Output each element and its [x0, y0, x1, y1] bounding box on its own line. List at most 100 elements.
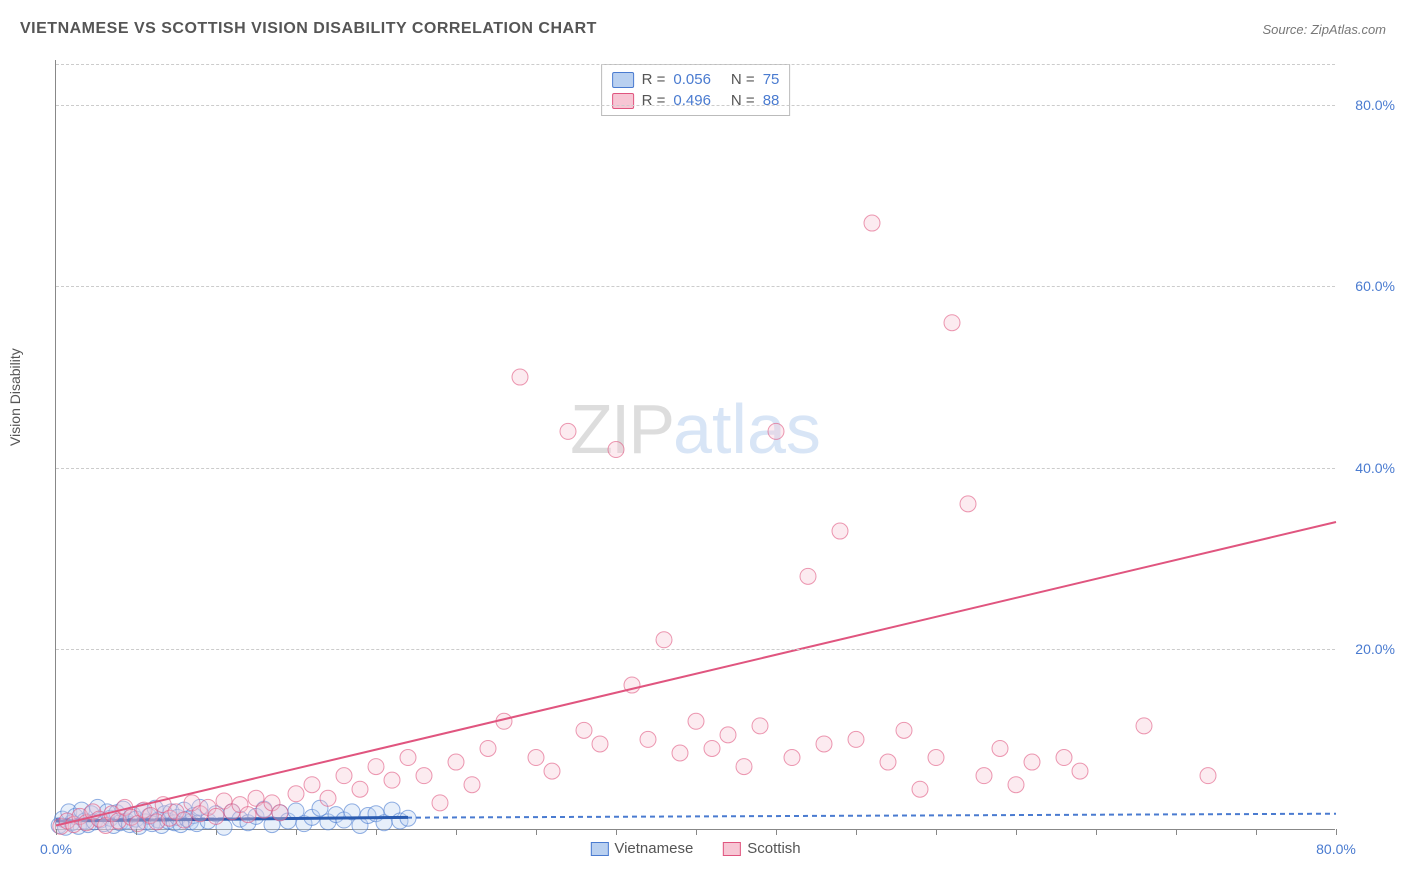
data-point	[752, 718, 768, 734]
xtick	[1176, 829, 1177, 835]
xtick	[856, 829, 857, 835]
data-point	[720, 727, 736, 743]
data-point	[1056, 750, 1072, 766]
data-point	[1008, 777, 1024, 793]
xtick	[1336, 829, 1337, 835]
data-point	[528, 750, 544, 766]
header: VIETNAMESE VS SCOTTISH VISION DISABILITY…	[20, 20, 1386, 38]
data-point	[768, 423, 784, 439]
gridline-h	[56, 649, 1335, 650]
data-point	[912, 781, 928, 797]
xtick	[536, 829, 537, 835]
xtick	[136, 829, 137, 835]
data-point	[288, 786, 304, 802]
trend-line	[56, 522, 1336, 825]
data-point	[832, 523, 848, 539]
gridline-h	[56, 64, 1335, 65]
legend-swatch	[612, 72, 634, 88]
xtick	[776, 829, 777, 835]
xtick	[296, 829, 297, 835]
legend-bottom-item: Vietnamese	[590, 840, 693, 857]
data-point	[480, 740, 496, 756]
xtick	[56, 829, 57, 835]
xtick	[616, 829, 617, 835]
data-point	[848, 731, 864, 747]
data-point	[368, 759, 384, 775]
data-point	[896, 722, 912, 738]
data-point	[640, 731, 656, 747]
legend-n-value: 88	[763, 92, 780, 109]
gridline-h	[56, 286, 1335, 287]
y-axis-label: Vision Disability	[7, 348, 23, 446]
legend-n-value: 75	[763, 71, 780, 88]
data-point	[608, 442, 624, 458]
data-point	[240, 807, 256, 823]
data-point	[320, 790, 336, 806]
data-point	[672, 745, 688, 761]
xtick	[376, 829, 377, 835]
data-point	[816, 736, 832, 752]
data-point	[704, 740, 720, 756]
data-point	[416, 768, 432, 784]
legend-n-label: N =	[731, 71, 755, 88]
plot-svg	[56, 60, 1335, 829]
data-point	[688, 713, 704, 729]
data-point	[1200, 768, 1216, 784]
legend-top: R = 0.056 N = 75 R = 0.496 N = 88	[601, 64, 791, 116]
xtick	[456, 829, 457, 835]
xtick	[1256, 829, 1257, 835]
chart-title: VIETNAMESE VS SCOTTISH VISION DISABILITY…	[20, 20, 597, 38]
xtick-label: 0.0%	[40, 841, 72, 857]
data-point	[944, 315, 960, 331]
legend-bottom: Vietnamese Scottish	[590, 840, 800, 857]
plot-area: ZIPatlas R = 0.056N = 75R = 0.496N = 88 …	[55, 60, 1335, 830]
legend-r-value: 0.056	[673, 71, 711, 88]
legend-r-value: 0.496	[673, 92, 711, 109]
data-point	[976, 768, 992, 784]
legend-bottom-item: Scottish	[723, 840, 800, 857]
legend-r-label: R =	[642, 71, 666, 88]
gridline-h	[56, 468, 1335, 469]
data-point	[864, 215, 880, 231]
data-point	[1072, 763, 1088, 779]
data-point	[432, 795, 448, 811]
data-point	[960, 496, 976, 512]
data-point	[304, 777, 320, 793]
data-point	[464, 777, 480, 793]
legend-r-label: R =	[642, 92, 666, 109]
data-point	[512, 369, 528, 385]
data-point	[928, 750, 944, 766]
xtick	[936, 829, 937, 835]
data-point	[544, 763, 560, 779]
data-point	[560, 423, 576, 439]
data-point	[992, 740, 1008, 756]
ytick-label: 20.0%	[1355, 641, 1395, 657]
xtick	[1096, 829, 1097, 835]
data-point	[272, 805, 288, 821]
ytick-label: 60.0%	[1355, 278, 1395, 294]
ytick-label: 80.0%	[1355, 97, 1395, 113]
data-point	[336, 768, 352, 784]
legend-swatch	[723, 842, 741, 856]
data-point	[400, 750, 416, 766]
data-point	[352, 781, 368, 797]
data-point	[656, 632, 672, 648]
gridline-h	[56, 105, 1335, 106]
legend-n-label: N =	[731, 92, 755, 109]
legend-swatch	[590, 842, 608, 856]
data-point	[176, 812, 192, 828]
data-point	[1024, 754, 1040, 770]
legend-label: Scottish	[747, 840, 800, 857]
legend-label: Vietnamese	[614, 840, 693, 857]
legend-row: R = 0.496 N = 88	[612, 90, 780, 111]
data-point	[576, 722, 592, 738]
data-point	[208, 808, 224, 824]
xtick	[696, 829, 697, 835]
data-point	[800, 568, 816, 584]
xtick-label: 80.0%	[1316, 841, 1356, 857]
data-point	[736, 759, 752, 775]
xtick	[1016, 829, 1017, 835]
data-point	[880, 754, 896, 770]
source-label: Source: ZipAtlas.com	[1262, 22, 1386, 37]
data-point	[384, 772, 400, 788]
